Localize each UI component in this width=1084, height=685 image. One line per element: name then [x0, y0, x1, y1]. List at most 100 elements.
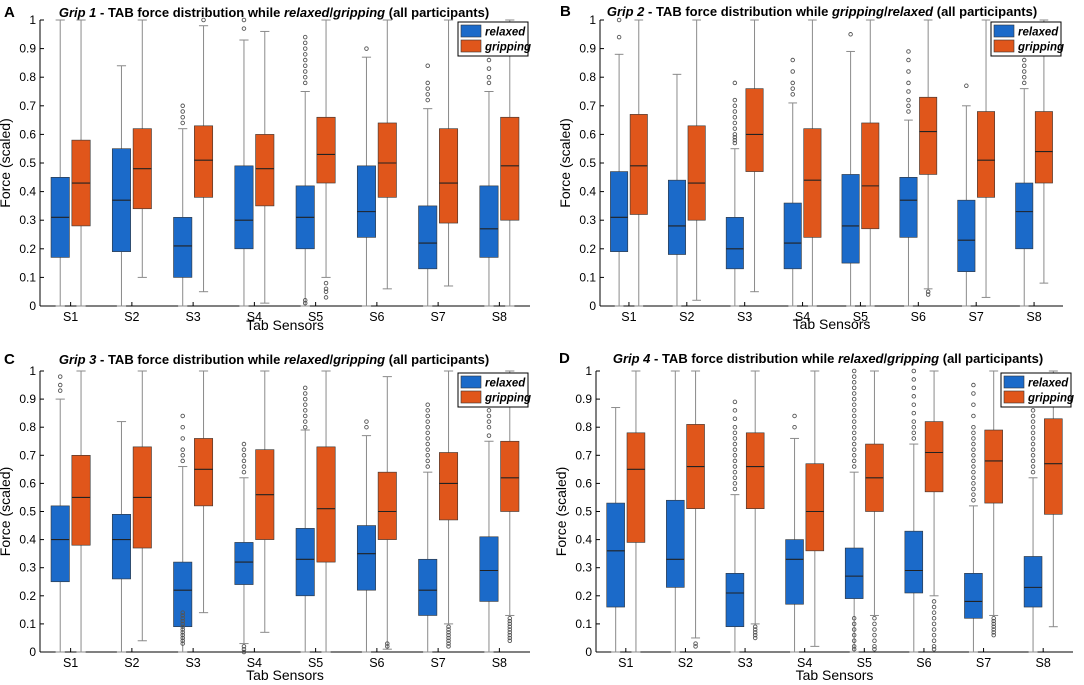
outlier-point	[971, 402, 976, 407]
outlier-point	[732, 114, 738, 120]
outlier-point	[302, 408, 308, 413]
gripping-box-group	[316, 370, 336, 653]
y-tick-label: 0	[29, 299, 36, 313]
outlier-point	[180, 621, 185, 627]
outlier-point	[931, 599, 937, 604]
outlier-point	[732, 140, 738, 146]
outlier-point	[302, 46, 308, 51]
outlier-point	[971, 486, 976, 492]
x-tick-label: S3	[737, 310, 752, 324]
outlier-point	[911, 419, 917, 424]
y-tick-label: 0.8	[19, 420, 36, 434]
outlier-point	[790, 80, 795, 86]
outlier-point	[790, 86, 795, 91]
gripping-box	[1034, 111, 1053, 184]
x-tick-label: S5	[308, 310, 323, 324]
gripping-box-group	[1044, 370, 1063, 628]
outlier-point	[241, 453, 247, 458]
relaxed-box-group	[234, 441, 254, 655]
outlier-point	[425, 408, 430, 413]
outlier-point	[1021, 74, 1027, 80]
relaxed-box-group	[479, 52, 499, 307]
outlier-point	[732, 453, 738, 458]
outlier-point	[851, 441, 857, 447]
gripping-box-group	[132, 370, 152, 642]
relaxed-box	[606, 502, 625, 608]
outlier-point	[507, 635, 513, 641]
relaxed-box-group	[1023, 408, 1043, 653]
outlier-point	[925, 292, 931, 297]
x-tick-label: S8	[492, 656, 507, 670]
legend-label-gripping: gripping	[1017, 42, 1064, 54]
y-tick-label: 0.3	[575, 561, 592, 575]
relaxed-box	[964, 573, 983, 619]
relaxed-box-group	[295, 385, 315, 653]
outlier-point	[851, 436, 857, 441]
y-tick-label: 0.1	[19, 270, 36, 284]
legend-swatch-relaxed	[460, 24, 482, 38]
outlier-point	[851, 621, 857, 627]
y-tick-label: 0	[29, 645, 36, 659]
outlier-point	[911, 410, 917, 416]
y-tick-label: 0.7	[19, 448, 36, 462]
x-tick-label: S7	[976, 656, 991, 670]
relaxed-box	[234, 542, 254, 585]
outlier-point	[971, 391, 976, 396]
outlier-point	[991, 632, 996, 638]
outlier-point	[180, 610, 185, 615]
legend-label-relaxed: relaxed	[1028, 378, 1069, 390]
outlier-point	[425, 63, 430, 69]
outlier-point	[180, 630, 185, 635]
outlier-point	[991, 627, 996, 632]
chart-title: Grip 3 - TAB force distribution while re…	[59, 352, 489, 367]
outlier-point	[991, 618, 996, 624]
x-tick-label: S6	[911, 310, 926, 324]
outlier-point	[971, 475, 976, 481]
outlier-point	[906, 49, 911, 54]
outlier-point	[1030, 408, 1036, 413]
outlier-point	[180, 424, 185, 430]
outlier-point	[616, 34, 622, 40]
outlier-point	[1030, 458, 1036, 464]
y-tick-label: 0	[585, 645, 592, 659]
relaxed-box-group	[234, 17, 254, 307]
outlier-point	[872, 644, 877, 649]
relaxed-box-group	[173, 103, 193, 307]
outlier-point	[180, 632, 185, 638]
gripping-box-group	[255, 370, 275, 633]
legend: relaxed gripping	[457, 372, 531, 408]
outlier-point	[425, 424, 430, 430]
outlier-point	[1030, 436, 1036, 441]
relaxed-box-group	[173, 413, 193, 653]
gripping-box-group	[919, 19, 938, 297]
gripping-box	[316, 446, 336, 563]
outlier-point	[201, 17, 206, 23]
outlier-point	[851, 385, 857, 391]
outlier-point	[911, 377, 917, 382]
x-tick-label: S4	[795, 310, 810, 324]
gripping-box-group	[803, 19, 822, 307]
outlier-point	[425, 80, 430, 86]
outlier-point	[425, 441, 430, 447]
outlier-point	[507, 632, 513, 638]
outlier-point	[790, 57, 795, 63]
relaxed-box-group	[841, 32, 860, 307]
outlier-point	[180, 453, 185, 458]
outlier-point	[790, 92, 795, 97]
relaxed-box	[844, 547, 864, 599]
outlier-point	[364, 419, 369, 424]
outlier-point	[1030, 447, 1036, 452]
outlier-point	[180, 613, 185, 618]
y-tick-label: 0.7	[575, 448, 592, 462]
outlier-point	[911, 368, 917, 374]
outlier-point	[991, 630, 996, 635]
outlier-point	[931, 604, 937, 610]
outlier-point	[1030, 413, 1036, 419]
outlier-point	[425, 453, 430, 458]
gripping-box-group	[865, 370, 884, 652]
outlier-point	[971, 436, 976, 441]
outlier-point	[851, 402, 857, 407]
outlier-point	[180, 120, 185, 126]
outlier-point	[241, 469, 247, 475]
outlier-point	[425, 458, 430, 464]
